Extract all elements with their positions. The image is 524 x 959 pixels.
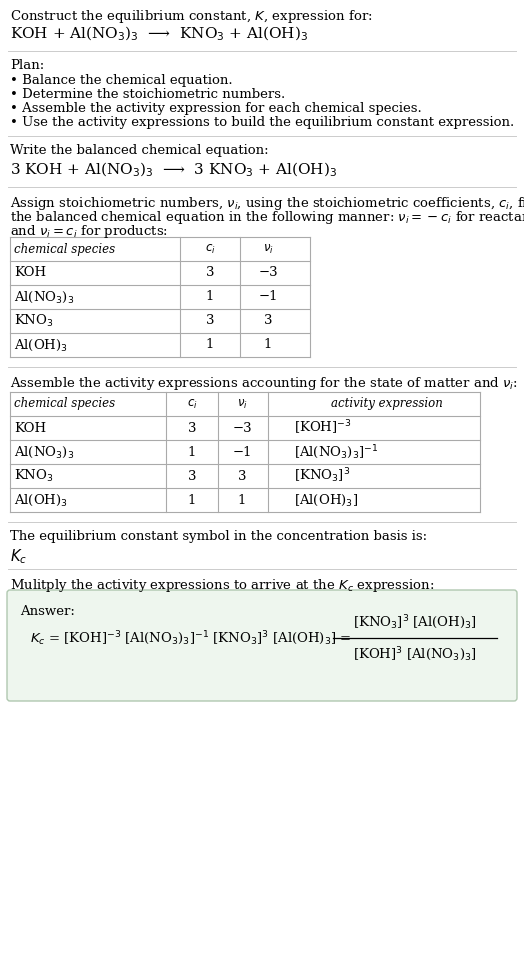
Text: −3: −3: [258, 267, 278, 279]
Text: 3: 3: [188, 470, 196, 482]
Text: Plan:: Plan:: [10, 59, 44, 72]
Text: 3 KOH + Al(NO$_3$)$_3$  ⟶  3 KNO$_3$ + Al(OH)$_3$: 3 KOH + Al(NO$_3$)$_3$ ⟶ 3 KNO$_3$ + Al(…: [10, 161, 337, 179]
FancyBboxPatch shape: [7, 590, 517, 701]
Text: • Use the activity expressions to build the equilibrium constant expression.: • Use the activity expressions to build …: [10, 116, 514, 129]
Text: The equilibrium constant symbol in the concentration basis is:: The equilibrium constant symbol in the c…: [10, 530, 427, 543]
Text: Answer:: Answer:: [20, 605, 75, 618]
Text: the balanced chemical equation in the following manner: $\nu_i = -c_i$ for react: the balanced chemical equation in the fo…: [10, 209, 524, 226]
Text: 3: 3: [206, 315, 214, 328]
Text: 3: 3: [206, 267, 214, 279]
Text: chemical species: chemical species: [14, 397, 115, 410]
Text: Al(OH)$_3$: Al(OH)$_3$: [14, 492, 68, 507]
Text: KNO$_3$: KNO$_3$: [14, 468, 53, 484]
Text: 1: 1: [264, 339, 272, 352]
Text: [KOH]$^{-3}$: [KOH]$^{-3}$: [294, 419, 352, 437]
Text: Al(OH)$_3$: Al(OH)$_3$: [14, 338, 68, 353]
Text: −1: −1: [258, 291, 278, 303]
Text: 1: 1: [206, 291, 214, 303]
Text: Write the balanced chemical equation:: Write the balanced chemical equation:: [10, 144, 269, 157]
Text: • Balance the chemical equation.: • Balance the chemical equation.: [10, 74, 233, 87]
Text: activity expression: activity expression: [331, 397, 443, 410]
Text: [KOH]$^3$ [Al(NO$_3$)$_3$]: [KOH]$^3$ [Al(NO$_3$)$_3$]: [353, 645, 477, 663]
Text: Mulitply the activity expressions to arrive at the $K_c$ expression:: Mulitply the activity expressions to arr…: [10, 577, 434, 594]
Text: 3: 3: [188, 422, 196, 434]
Text: $K_c$ = [KOH]$^{-3}$ [Al(NO$_3$)$_3$]$^{-1}$ [KNO$_3$]$^3$ [Al(OH)$_3$] =: $K_c$ = [KOH]$^{-3}$ [Al(NO$_3$)$_3$]$^{…: [30, 629, 352, 647]
Text: chemical species: chemical species: [14, 243, 115, 255]
Text: $\nu_i$: $\nu_i$: [263, 243, 274, 255]
Text: Assign stoichiometric numbers, $\nu_i$, using the stoichiometric coefficients, $: Assign stoichiometric numbers, $\nu_i$, …: [10, 195, 524, 212]
Text: 1: 1: [206, 339, 214, 352]
Text: $K_c$: $K_c$: [10, 547, 27, 566]
Text: [KNO$_3$]$^3$: [KNO$_3$]$^3$: [294, 467, 351, 485]
Text: Assemble the activity expressions accounting for the state of matter and $\nu_i$: Assemble the activity expressions accoun…: [10, 375, 518, 392]
Text: −1: −1: [232, 446, 252, 458]
Text: 3: 3: [264, 315, 272, 328]
Text: 1: 1: [188, 494, 196, 506]
Text: [KNO$_3$]$^3$ [Al(OH)$_3$]: [KNO$_3$]$^3$ [Al(OH)$_3$]: [353, 613, 477, 631]
Text: $c_i$: $c_i$: [187, 397, 198, 410]
Text: KOH: KOH: [14, 422, 46, 434]
Text: $\nu_i$: $\nu_i$: [237, 397, 247, 410]
Text: • Assemble the activity expression for each chemical species.: • Assemble the activity expression for e…: [10, 102, 422, 115]
Text: • Determine the stoichiometric numbers.: • Determine the stoichiometric numbers.: [10, 88, 285, 101]
Text: KOH + Al(NO$_3$)$_3$  ⟶  KNO$_3$ + Al(OH)$_3$: KOH + Al(NO$_3$)$_3$ ⟶ KNO$_3$ + Al(OH)$…: [10, 25, 308, 43]
Text: [Al(OH)$_3$]: [Al(OH)$_3$]: [294, 492, 358, 507]
Text: Construct the equilibrium constant, $K$, expression for:: Construct the equilibrium constant, $K$,…: [10, 8, 373, 25]
Text: KNO$_3$: KNO$_3$: [14, 313, 53, 329]
Text: 1: 1: [238, 494, 246, 506]
Text: $c_i$: $c_i$: [205, 243, 215, 255]
Text: Al(NO$_3$)$_3$: Al(NO$_3$)$_3$: [14, 290, 74, 305]
Text: 1: 1: [188, 446, 196, 458]
Text: −3: −3: [232, 422, 252, 434]
Text: 3: 3: [238, 470, 246, 482]
Text: Al(NO$_3$)$_3$: Al(NO$_3$)$_3$: [14, 444, 74, 459]
Text: [Al(NO$_3$)$_3$]$^{-1}$: [Al(NO$_3$)$_3$]$^{-1}$: [294, 443, 378, 461]
Text: KOH: KOH: [14, 267, 46, 279]
Text: and $\nu_i = c_i$ for products:: and $\nu_i = c_i$ for products:: [10, 223, 168, 240]
